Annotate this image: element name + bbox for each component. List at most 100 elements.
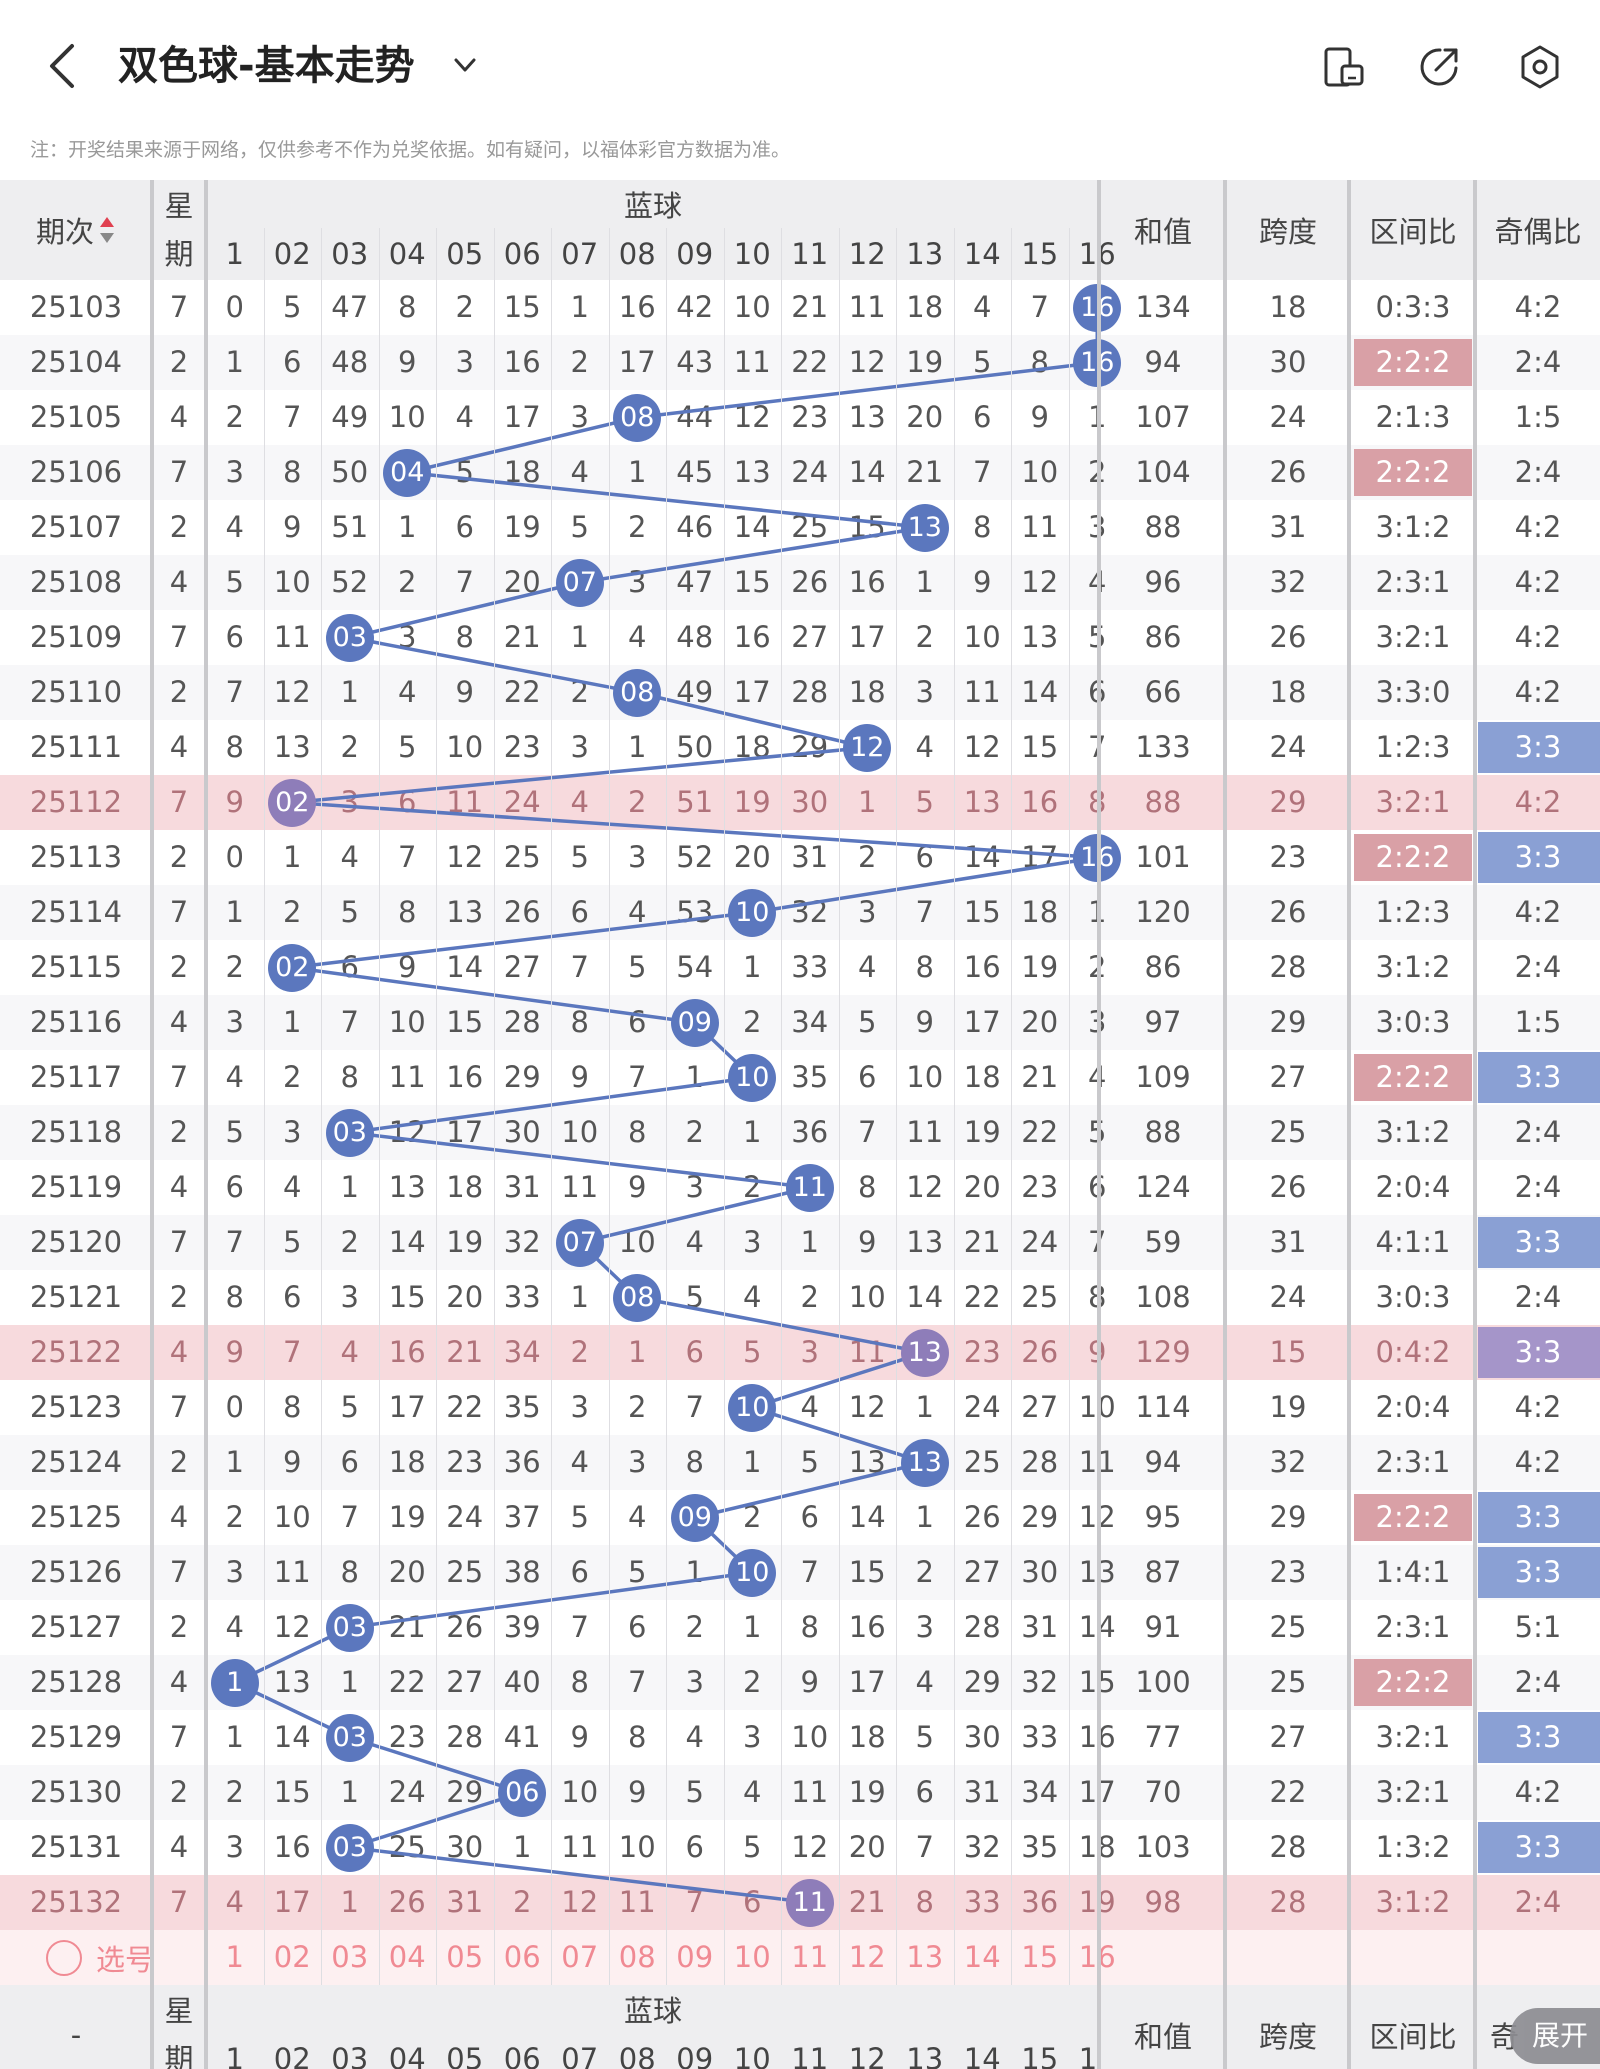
miss-count-cell: 2 xyxy=(743,1005,762,1039)
pick-number[interactable]: 1 xyxy=(225,1940,244,1974)
table-row xyxy=(0,1435,1600,1490)
zone-ratio-cell: 0:4:2 xyxy=(1375,1335,1451,1369)
miss-count-cell: 7 xyxy=(628,1665,647,1699)
trend-segment xyxy=(349,1845,810,1905)
pick-number[interactable]: 13 xyxy=(906,1940,944,1974)
issue-cell: 25125 xyxy=(29,1500,123,1534)
pick-number[interactable]: 03 xyxy=(331,1940,369,1974)
miss-count-cell: 10 xyxy=(618,1830,656,1864)
column-separator xyxy=(1347,180,1351,2069)
odd-even-cell: 4:2 xyxy=(1514,1445,1562,1479)
pick-number[interactable]: 02 xyxy=(273,1940,311,1974)
issue-cell: 25113 xyxy=(29,840,123,874)
pick-toggle[interactable]: 选号 xyxy=(46,1930,154,1985)
footer-blue-number-header: 15 xyxy=(1011,2033,1069,2069)
miss-count-cell: 20 xyxy=(446,1280,484,1314)
miss-count-cell: 42 xyxy=(676,290,714,324)
page-title: 双色球-基本走势 xyxy=(118,43,415,89)
span-cell: 29 xyxy=(1269,785,1307,819)
table-row xyxy=(0,995,1600,1050)
pick-number[interactable]: 07 xyxy=(561,1940,599,1974)
miss-count-cell: 27 xyxy=(791,620,829,654)
miss-count-cell: 5 xyxy=(340,1390,359,1424)
span-cell: 28 xyxy=(1269,1830,1307,1864)
table-row xyxy=(0,1050,1600,1105)
miss-count-cell: 4 xyxy=(283,1170,302,1204)
weekday-cell: 4 xyxy=(169,1665,189,1699)
zone-highlight xyxy=(1354,1494,1472,1541)
blue-ball: 04 xyxy=(383,448,432,497)
miss-count-cell: 14 xyxy=(963,840,1001,874)
miss-count-cell: 1 xyxy=(570,290,589,324)
weekday-cell: 4 xyxy=(169,1500,189,1534)
weekday-column-header: 星期 xyxy=(152,180,206,280)
footer-blue-number-header: 08 xyxy=(608,2033,666,2069)
issue-column-header[interactable]: 期次 xyxy=(0,180,152,280)
miss-count-cell: 10 xyxy=(963,620,1001,654)
pick-number[interactable]: 06 xyxy=(503,1940,541,1974)
miss-count-cell: 5 xyxy=(628,1555,647,1589)
miss-count-cell: 5 xyxy=(570,510,589,544)
miss-count-cell: 33 xyxy=(503,1280,541,1314)
miss-count-cell: 2 xyxy=(283,895,302,929)
weekday-cell: 2 xyxy=(169,510,189,544)
cell-separator xyxy=(263,228,265,1985)
sum-cell: 97 xyxy=(1144,1005,1182,1039)
pick-number[interactable]: 14 xyxy=(963,1940,1001,1974)
share-icon[interactable] xyxy=(1414,42,1464,92)
miss-count-cell: 9 xyxy=(570,1720,589,1754)
miss-count-cell: 47 xyxy=(676,565,714,599)
settings-icon[interactable] xyxy=(1515,42,1565,92)
pick-number[interactable]: 12 xyxy=(848,1940,886,1974)
pick-number[interactable]: 08 xyxy=(618,1940,656,1974)
zone-highlight xyxy=(1354,339,1472,386)
miss-count-cell: 1 xyxy=(283,840,302,874)
footer-blue-number-header: 06 xyxy=(493,2033,551,2069)
span-cell: 15 xyxy=(1269,1335,1307,1369)
zone-ratio-cell: 1:4:1 xyxy=(1375,1555,1451,1589)
cell-separator xyxy=(1068,228,1070,1985)
device-icon[interactable] xyxy=(1318,42,1368,92)
odd-even-cell: 3:3 xyxy=(1514,1335,1562,1369)
chevron-down-icon[interactable] xyxy=(448,44,482,88)
miss-count-cell: 5 xyxy=(743,1335,762,1369)
weekday-cell: 4 xyxy=(169,1005,189,1039)
miss-count-cell: 1 xyxy=(800,1225,819,1259)
miss-count-cell: 4 xyxy=(225,1060,244,1094)
pick-number[interactable]: 11 xyxy=(791,1940,829,1974)
odd-even-cell: 2:4 xyxy=(1514,1170,1562,1204)
miss-count-cell: 26 xyxy=(503,895,541,929)
footer-sum-header: 和值 xyxy=(1100,1985,1226,2069)
pick-number[interactable]: 10 xyxy=(733,1940,771,1974)
miss-count-cell: 5 xyxy=(570,1500,589,1534)
miss-count-cell: 14 xyxy=(848,1500,886,1534)
miss-count-cell: 10 xyxy=(848,1280,886,1314)
miss-count-cell: 9 xyxy=(915,1005,934,1039)
radio-circle-icon[interactable] xyxy=(46,1939,82,1976)
miss-count-cell: 1 xyxy=(628,455,647,489)
footer-blue-number-header: 11 xyxy=(781,2033,839,2069)
miss-count-cell: 11 xyxy=(273,1555,311,1589)
miss-count-cell: 5 xyxy=(973,345,992,379)
miss-count-cell: 3 xyxy=(225,1555,244,1589)
span-cell: 23 xyxy=(1269,1555,1307,1589)
miss-count-cell: 9 xyxy=(283,510,302,544)
blue-ball: 12 xyxy=(843,723,892,772)
span-cell: 31 xyxy=(1269,510,1307,544)
miss-count-cell: 5 xyxy=(858,1005,877,1039)
pick-number[interactable]: 04 xyxy=(388,1940,426,1974)
miss-count-cell: 13 xyxy=(1021,620,1059,654)
miss-count-cell: 1 xyxy=(915,1500,934,1534)
trend-segment xyxy=(579,1185,811,1245)
pick-number[interactable]: 15 xyxy=(1021,1940,1059,1974)
miss-count-cell: 11 xyxy=(618,1885,656,1919)
miss-count-cell: 8 xyxy=(340,1060,359,1094)
miss-count-cell: 14 xyxy=(273,1720,311,1754)
miss-count-cell: 11 xyxy=(561,1170,599,1204)
miss-count-cell: 34 xyxy=(1021,1775,1059,1809)
pick-number[interactable]: 09 xyxy=(676,1940,714,1974)
pick-number[interactable]: 05 xyxy=(446,1940,484,1974)
expand-button[interactable]: 展开 xyxy=(1510,2008,1600,2064)
back-arrow-icon[interactable] xyxy=(40,36,84,96)
miss-count-cell: 15 xyxy=(963,895,1001,929)
